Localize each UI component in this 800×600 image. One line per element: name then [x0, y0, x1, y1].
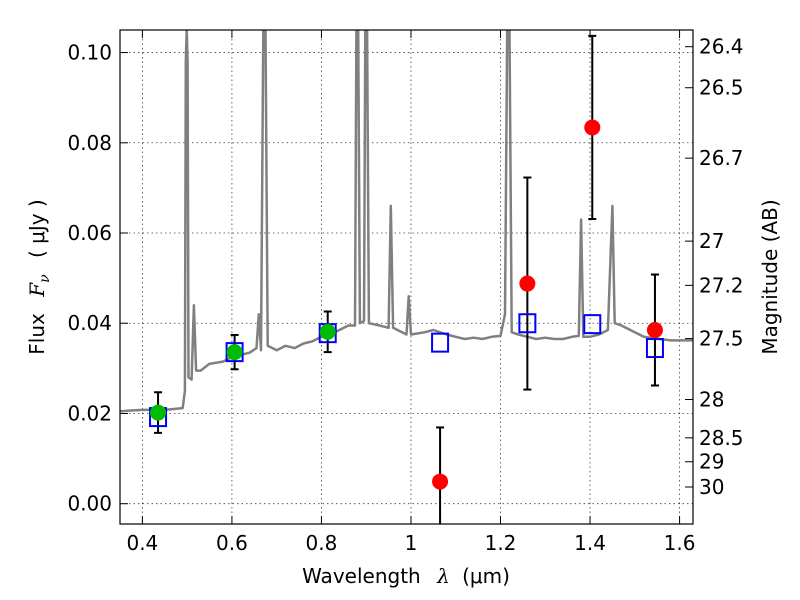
x-axis-title-text: Wavelength — [302, 564, 421, 588]
green-data-point — [226, 344, 243, 361]
y-tick-label: 0.06 — [67, 221, 112, 245]
y2-tick-label: 27.5 — [699, 327, 744, 351]
x-tick-label: 1 — [405, 531, 418, 555]
y2-axis-title: Magnitude (AB) — [758, 199, 782, 354]
x-tick-label: 1.2 — [485, 531, 517, 555]
x-tick-label: 1.6 — [664, 531, 696, 555]
y-tick-label: 0.10 — [67, 41, 112, 65]
y2-tick-label: 27.2 — [699, 273, 744, 297]
y-tick-label: 0.04 — [67, 311, 112, 335]
y-axis-symbol: F — [25, 282, 49, 298]
y2-tick-label: 26.5 — [699, 76, 744, 100]
plot-content — [120, 30, 693, 524]
green-data-point — [150, 404, 167, 421]
x-tick-label: 0.4 — [126, 531, 158, 555]
y2-tick-label: 30 — [699, 475, 724, 499]
y2-tick-label: 29 — [699, 450, 724, 474]
y2-tick-label: 28 — [699, 387, 724, 411]
red-data-point — [584, 119, 601, 136]
x-axis-title: Wavelength λ (μm) — [302, 564, 510, 588]
y2-tick-label: 27 — [699, 229, 724, 253]
y-tick-label: 0.02 — [67, 401, 112, 425]
y-axis-title: Flux Fν ( μJy ) — [25, 199, 54, 354]
model-flux-square — [518, 313, 537, 334]
spectrum-line — [120, 30, 693, 413]
x-tick-label: 1.4 — [574, 531, 606, 555]
model-flux-square — [431, 332, 450, 353]
red-data-point — [432, 473, 449, 490]
green-data-point — [319, 323, 336, 340]
x-axis-symbol: λ — [436, 564, 450, 588]
red-data-point — [519, 275, 536, 292]
red-data-point — [646, 322, 663, 339]
y-tick-label: 0.00 — [67, 492, 112, 516]
grid — [120, 30, 693, 524]
plot-frame — [119, 29, 694, 525]
y2-tick-label: 26.4 — [699, 35, 744, 59]
x-tick-label: 0.8 — [306, 531, 338, 555]
model-flux-square — [645, 338, 664, 359]
y-axis-title-text: Flux — [25, 313, 49, 355]
x-axis-unit: (μm) — [462, 564, 510, 588]
y-axis-subscript: ν — [37, 274, 53, 283]
y2-tick-label: 28.5 — [699, 426, 744, 450]
y2-tick-label: 26.7 — [699, 146, 744, 170]
y-tick-label: 0.08 — [67, 131, 112, 155]
model-flux-square — [583, 314, 602, 335]
x-tick-label: 0.6 — [216, 531, 248, 555]
y-axis-unit: ( μJy ) — [25, 199, 49, 258]
ticks: 0.4 0.6 0.8 1 1.2 1.4 1.6 0.00 0.02 0.04 0.06 0.08 0… — [67, 30, 744, 555]
